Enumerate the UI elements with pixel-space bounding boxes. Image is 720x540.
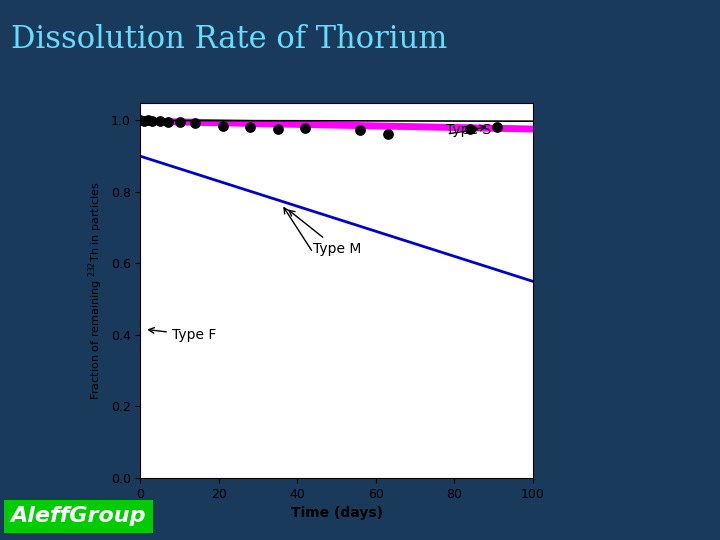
Point [217,122,228,130]
Point [154,117,166,125]
Point [135,116,146,125]
Point [146,117,158,125]
Point [138,117,150,125]
Text: Type S: Type S [446,123,492,137]
Point [300,124,311,133]
X-axis label: Time (days): Time (days) [291,506,382,520]
Point [492,122,503,131]
Text: AleffGroup: AleffGroup [11,507,146,526]
Point [162,117,174,126]
Point [272,125,284,133]
Point [174,118,186,126]
Text: Type M: Type M [289,211,361,256]
Point [143,116,154,124]
Text: Dissolution Rate of Thorium: Dissolution Rate of Thorium [11,24,447,55]
Point [382,130,393,139]
Y-axis label: Fraction of remaining $^{232}$Th in particles: Fraction of remaining $^{232}$Th in part… [86,181,105,400]
Point [245,123,256,131]
Text: Type F: Type F [148,328,216,342]
Point [189,119,201,127]
Point [354,126,366,135]
Point [464,125,476,133]
